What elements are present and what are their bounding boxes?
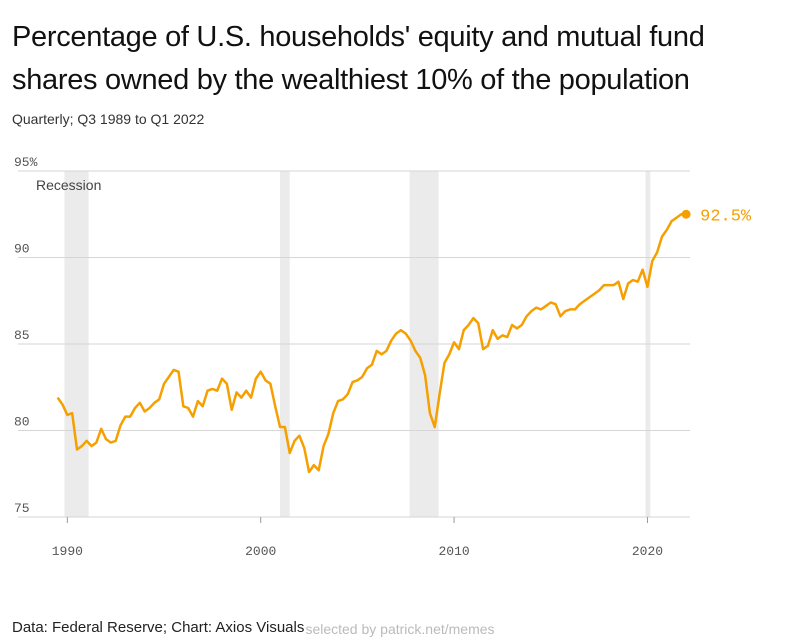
source: Data: Federal Reserve; Chart: Axios Visu…: [12, 619, 304, 636]
chart-title: Percentage of U.S. households' equity an…: [12, 21, 705, 96]
recession-label: Recession: [36, 177, 101, 193]
y-tick-label: 80: [14, 415, 30, 430]
data-line: [56, 213, 687, 474]
y-tick-label: 95%: [14, 155, 38, 170]
x-tick-label: 2010: [438, 544, 469, 559]
subtitle: Quarterly; Q3 1989 to Q1 2022: [12, 111, 204, 127]
end-label: 92.5%: [700, 207, 752, 226]
x-tick-label: 2000: [245, 544, 276, 559]
watermark: selected by patrick.net/memes: [305, 621, 494, 637]
end-point: [681, 209, 691, 219]
y-tick-label: 90: [14, 242, 30, 257]
y-tick-label: 75: [14, 501, 30, 516]
x-tick-label: 1990: [52, 544, 83, 559]
y-tick-label: 85: [14, 328, 30, 343]
x-tick-label: 2020: [632, 544, 663, 559]
